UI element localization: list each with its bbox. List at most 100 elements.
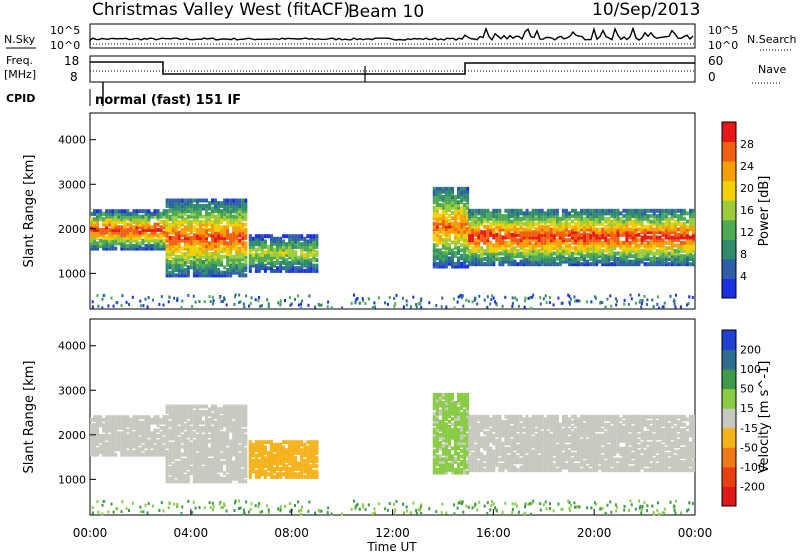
power-cell (531, 214, 535, 219)
velocity-cell (468, 422, 472, 427)
power-cell (192, 268, 196, 272)
power-cell (534, 208, 538, 213)
power-cell (571, 230, 574, 235)
power-cell (180, 254, 184, 259)
velocity-cell (171, 468, 175, 473)
power-cell (438, 229, 442, 234)
velocity-cell (189, 431, 193, 436)
power-cell (183, 260, 187, 264)
power-cell (214, 230, 217, 235)
power-cell (297, 242, 301, 247)
power-cell (432, 237, 436, 242)
power-cell (183, 206, 187, 211)
velocity-cell (180, 415, 184, 420)
power-cell (156, 246, 160, 251)
power-cell (607, 222, 611, 227)
power-cell (492, 211, 496, 216)
power-cell (291, 255, 295, 260)
power-cell (471, 238, 475, 243)
power-cell (254, 247, 258, 252)
velocity-cell (171, 463, 175, 468)
power-cell (631, 238, 635, 243)
velocity-cell (168, 479, 172, 484)
power-cell (232, 238, 236, 243)
velocity-cell (189, 425, 193, 430)
velocity-cell (99, 447, 103, 452)
power-cell (549, 227, 553, 232)
velocity-cell (468, 428, 472, 433)
velocity-cell (444, 395, 448, 400)
velocity-cell (432, 411, 436, 416)
power-cell (156, 209, 160, 214)
velocity-cell (114, 439, 118, 444)
power-cell (177, 201, 181, 206)
power-cell (195, 211, 199, 216)
power-cell (150, 238, 154, 243)
power-cell (165, 235, 169, 240)
power-cell (471, 248, 475, 253)
velocity-cell (288, 453, 292, 458)
power-cell (435, 213, 439, 218)
power-cell (643, 251, 647, 256)
velocity-cell (312, 458, 316, 463)
velocity-cell (435, 454, 439, 459)
velocity-cell (244, 450, 248, 454)
power-cell (315, 258, 319, 263)
velocity-cell (111, 423, 115, 428)
velocity-cell (138, 425, 142, 430)
velocity-cell (180, 479, 184, 484)
power-cell (513, 214, 517, 219)
power-cell (214, 198, 217, 203)
velocity-cell (270, 464, 273, 469)
velocity-cell (141, 433, 145, 438)
velocity-cell (241, 468, 245, 473)
power-cell (226, 230, 230, 235)
power-cell (586, 208, 590, 213)
velocity-cell (435, 395, 439, 400)
power-cell (631, 262, 635, 267)
velocity-cell (211, 460, 214, 465)
power-cell (448, 197, 451, 202)
velocity-cell (312, 442, 316, 447)
power-cell (232, 217, 236, 222)
velocity-cell (468, 449, 472, 454)
power-cell (459, 293, 462, 297)
power-cell (129, 211, 133, 216)
velocity-cell (90, 452, 93, 457)
power-cell (640, 216, 644, 221)
power-cell (105, 246, 109, 251)
power-cell (93, 241, 96, 246)
power-cell (580, 246, 584, 251)
power-cell (448, 186, 451, 191)
power-cell (483, 214, 487, 219)
power-cell (649, 240, 653, 245)
velocity-cell (477, 465, 481, 470)
power-cell (260, 239, 264, 244)
velocity-cell (108, 420, 112, 425)
velocity-cell (183, 404, 187, 409)
velocity-cell (474, 422, 478, 427)
velocity-cell (257, 469, 261, 474)
velocity-cell (232, 407, 236, 412)
power-cell (282, 260, 286, 265)
power-cell (649, 259, 653, 264)
velocity-cell (279, 474, 283, 479)
power-cell (628, 248, 632, 253)
power-cell (558, 235, 562, 240)
power-cell (466, 189, 470, 194)
power-cell (235, 265, 239, 270)
velocity-cell (477, 433, 481, 438)
power-cell (504, 222, 508, 227)
velocity-cell (477, 417, 481, 422)
power-cell (289, 304, 292, 307)
power-cell (279, 260, 283, 265)
velocity-cell (229, 447, 233, 452)
power-cell (203, 300, 206, 304)
velocity-cell (238, 455, 242, 460)
power-cell (150, 233, 154, 238)
velocity-cell (232, 404, 236, 409)
power-cell (208, 270, 211, 275)
power-cell (460, 243, 464, 248)
velocity-cell (208, 460, 211, 465)
velocity-cell (232, 468, 236, 473)
